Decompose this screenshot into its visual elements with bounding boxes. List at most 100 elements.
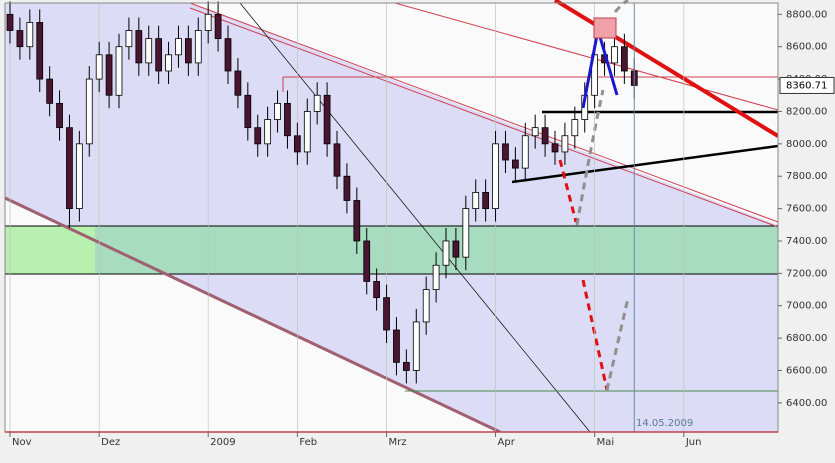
candle-body: [214, 13, 222, 40]
dash-red-1: [558, 159, 578, 223]
candle-body: [611, 46, 618, 64]
candle-body: [254, 127, 262, 145]
x-tick-label: Mrz: [389, 437, 407, 448]
x-tick-label: Jun: [685, 437, 702, 448]
channel-fill: [5, 3, 778, 432]
candle-body: [204, 13, 212, 31]
candle-body: [194, 30, 202, 64]
diagonal-line: [239, 2, 591, 433]
candle-body: [125, 30, 133, 48]
candle-body: [402, 361, 410, 371]
candle-body: [284, 102, 291, 137]
candle-body: [115, 46, 123, 96]
x-tick-label: Feb: [299, 437, 317, 448]
pink-box: [593, 17, 617, 39]
dash-red-2: [581, 279, 609, 391]
candle-body: [353, 200, 361, 242]
candle-body: [234, 70, 242, 96]
candle-body: [293, 135, 301, 153]
last-price: 8360.71: [786, 80, 827, 91]
candle-body: [264, 119, 272, 145]
candle-body: [432, 264, 440, 290]
last-price-box: [779, 76, 835, 94]
x-axis-area: [0, 432, 835, 463]
candle-body: [184, 38, 192, 64]
candle-body: [492, 143, 499, 209]
y-tick-label: 7200.00: [786, 268, 827, 279]
candle-body: [373, 281, 381, 299]
y-tick-label: 6600.00: [786, 365, 827, 376]
trend-black: [511, 144, 779, 184]
lower-channel: [4, 196, 501, 434]
y-tick-label: 7600.00: [786, 204, 827, 215]
candle-body: [313, 94, 321, 112]
candle-body: [462, 208, 470, 258]
x-tick-label: 2009: [210, 437, 235, 448]
upper-channel-a: [189, 2, 779, 223]
y-axis-area: [778, 0, 835, 463]
candle-body: [442, 240, 450, 266]
candle-body: [551, 143, 559, 153]
y-tick-label: 8000.00: [786, 139, 827, 150]
dash-grey-3: [613, 0, 629, 13]
candle-body: [6, 13, 14, 31]
candle-body: [531, 127, 539, 137]
candle-body: [244, 94, 252, 129]
x-tick-label: Mai: [597, 437, 615, 448]
candle-body: [303, 111, 311, 153]
y-tick-label: 7400.00: [786, 236, 827, 247]
candle-body: [175, 38, 182, 56]
candle-body: [472, 192, 480, 209]
candle-body: [571, 119, 579, 137]
trend-red: [553, 0, 780, 138]
y-tick-label: 8600.00: [786, 42, 827, 53]
candle-body: [224, 38, 232, 72]
candle-body: [85, 78, 93, 145]
candle-body: [422, 289, 430, 323]
x-tick-label: Nov: [12, 437, 32, 448]
y-tick-label: 6400.00: [786, 398, 827, 409]
candle-body: [145, 38, 153, 64]
green-zone: [5, 226, 778, 274]
candle-body: [165, 54, 172, 72]
candle-body: [155, 38, 163, 72]
candle-body: [412, 321, 420, 371]
y-tick-label: 8200.00: [786, 106, 827, 117]
candle-body: [482, 192, 490, 209]
candle-body: [363, 240, 371, 282]
candle-body: [452, 240, 460, 258]
candle-body: [95, 54, 103, 80]
candle-body: [521, 135, 529, 169]
dash-grey-1: [575, 89, 605, 226]
x-tick-label: Dez: [101, 437, 120, 448]
candle-body: [274, 102, 281, 120]
candle-body: [323, 94, 331, 145]
resistance-thin: [394, 2, 779, 111]
candle-body: [620, 46, 628, 72]
candle-body: [66, 127, 73, 209]
candle-body: [511, 159, 519, 169]
candle-body: [16, 30, 24, 48]
y-tick-label: 7000.00: [786, 301, 827, 312]
candle-body: [46, 78, 54, 104]
candle-body: [393, 329, 400, 363]
candles: [6, 1, 685, 432]
candle-body: [383, 297, 390, 331]
candle-body: [56, 102, 63, 129]
y-tick-label: 7800.00: [786, 171, 827, 182]
y-tick-label: 8800.00: [786, 9, 827, 20]
cursor-date: 14.05.2009: [636, 418, 693, 429]
candle-body: [333, 143, 341, 177]
candle-body: [135, 30, 143, 64]
candle-body: [541, 127, 549, 145]
upper-channel-b: [189, 7, 779, 228]
candle-body: [36, 22, 44, 80]
dash-grey-2: [605, 297, 630, 391]
y-tick-label: 6800.00: [786, 333, 827, 344]
candle-body: [75, 143, 83, 209]
candle-body: [26, 22, 34, 48]
candle-body: [105, 54, 113, 96]
candle-body: [561, 135, 569, 153]
candle-body: [502, 143, 509, 161]
